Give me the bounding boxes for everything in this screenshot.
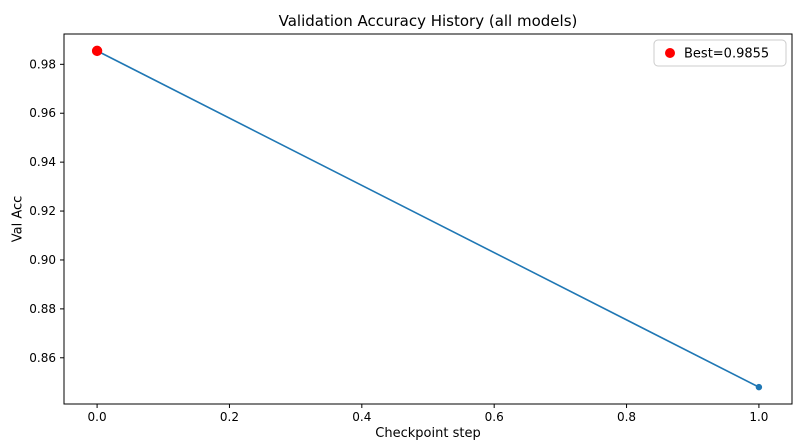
y-tick-label: 0.94 <box>29 155 56 169</box>
x-tick-label: 0.8 <box>617 410 636 424</box>
legend: Best=0.9855 <box>653 39 787 67</box>
legend-marker-icon <box>665 48 675 58</box>
y-tick-label: 0.86 <box>29 351 56 365</box>
best-point-marker <box>91 45 103 57</box>
y-tick-label: 0.90 <box>29 253 56 267</box>
y-tick-label: 0.92 <box>29 204 56 218</box>
x-tick-label: 0.4 <box>352 410 371 424</box>
legend-box <box>653 39 787 67</box>
x-tick-label: 0.6 <box>485 410 504 424</box>
chart-title: Validation Accuracy History (all models) <box>278 12 578 30</box>
y-tick-label: 0.98 <box>29 57 56 71</box>
x-tick-label: 1.0 <box>749 410 768 424</box>
y-tick-label: 0.88 <box>29 302 56 316</box>
legend-label: Best=0.9855 <box>684 47 769 62</box>
x-tick-label: 0.0 <box>88 410 107 424</box>
data-line <box>96 50 760 388</box>
x-axis-label: Checkpoint step <box>375 426 481 441</box>
y-tick-label: 0.96 <box>29 106 56 120</box>
data-point-marker <box>755 383 763 391</box>
y-axis-label: Val Acc <box>10 195 26 243</box>
x-tick-label: 0.2 <box>220 410 239 424</box>
